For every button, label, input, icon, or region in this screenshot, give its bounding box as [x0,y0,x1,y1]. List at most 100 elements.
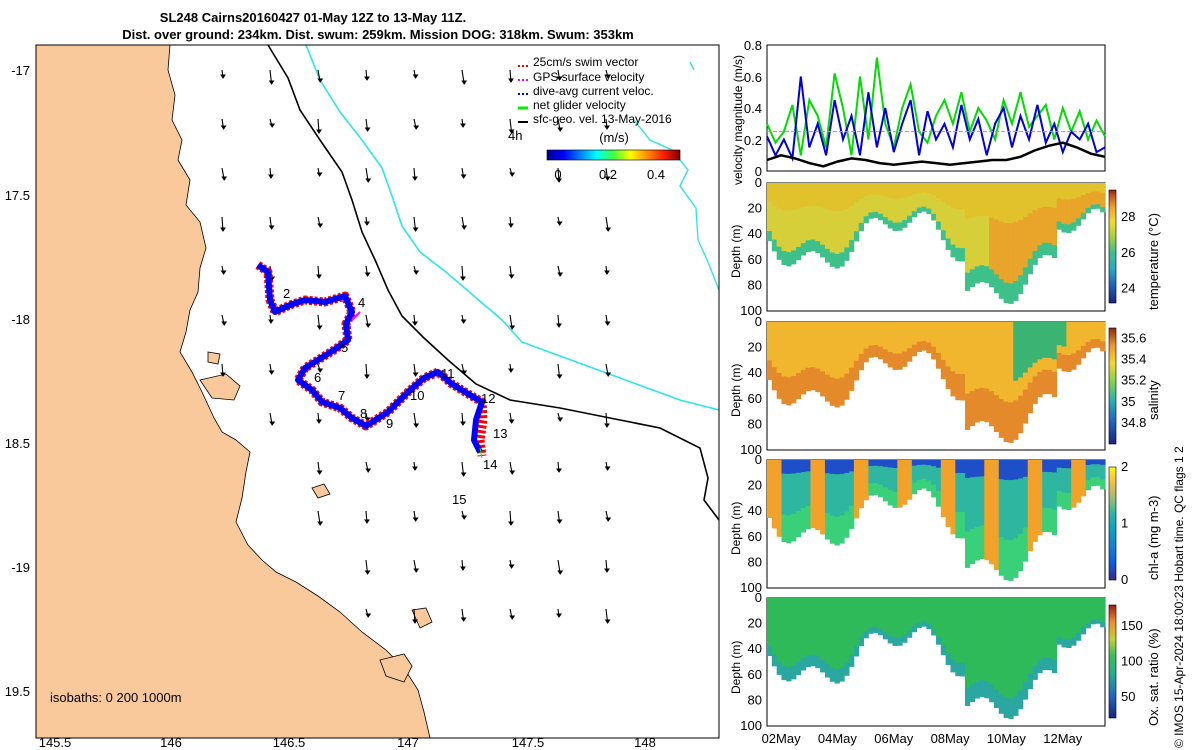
profile-cell [945,355,951,367]
profile-cell [1027,535,1033,552]
profile-cell [776,610,782,624]
profile-cell [1095,199,1101,205]
profile-cell [776,183,782,197]
profile-cell [993,183,1000,202]
profile-cell [907,604,913,612]
map-y-tick: 17.5 [5,188,30,203]
profile-cell [882,349,889,357]
profile-cell [945,227,951,239]
profile-cell [926,613,932,619]
profile-cell [916,326,922,333]
profile-cell [1076,474,1082,482]
profile-cell [969,322,976,340]
profile-cell [882,487,889,495]
depth-tick: 80 [748,277,762,292]
flow-arrow-head [604,619,611,624]
profile-cell [926,623,932,630]
profile-cell [786,487,792,502]
profile-cell [878,478,884,485]
colorbar-tick: 35.2 [1121,373,1146,388]
flow-arrow-head [508,419,515,424]
profile-cell [964,411,971,430]
profile-cell [1051,220,1058,234]
profile-cell [916,183,922,189]
profile-cell [1071,183,1077,192]
profile-cell [911,471,918,478]
profile-cell [1095,343,1101,348]
day-label-6: 6 [314,370,321,385]
profile-cell [844,373,850,387]
profile-cell [795,460,802,474]
profile-cell [786,515,792,530]
profile-cell [810,228,816,240]
profile-cell [998,694,1004,714]
profile-cell [786,252,792,267]
profile-cell [960,361,966,375]
profile-cell [1037,245,1043,259]
profile-cell [926,208,932,215]
profile-cell [820,647,826,661]
profile-cell [815,460,821,473]
profile-cell [873,188,879,195]
profile-cell [969,477,976,495]
profile-cell [892,353,898,363]
profile-cell [791,598,797,612]
profile-cell [863,466,869,474]
profile-cell [921,340,927,346]
profile-cell [767,469,773,480]
profile-cell [1003,401,1009,423]
profile-cell [926,198,932,204]
profile-cell [960,663,966,677]
profile-cell [781,638,787,653]
profile-cell [1032,665,1038,680]
profile-cell [974,322,980,340]
flow-arrow-head [364,76,370,81]
profile-cell [1037,183,1043,196]
profile-cell [839,238,845,253]
profile-cell [1051,384,1058,398]
profile-cell [926,480,932,486]
legend-label: dive-avg current veloc. [533,84,654,98]
profile-cell [926,342,932,348]
profile-cell [921,616,927,622]
profile-cell [1066,468,1072,477]
colorbar-tick: 34.8 [1121,415,1146,430]
day-label-14: 14 [483,457,497,472]
profile-cell [916,197,922,204]
profile-cell [815,471,821,484]
profile-cell [998,240,1004,261]
profile-cell [829,224,835,239]
profile-cell [911,488,918,495]
profile-cell [844,485,850,500]
depth-ylabel: Depth (m) [729,225,743,278]
profile-cell [839,349,845,364]
flow-arrow-head [460,174,467,179]
profile-cell [829,349,835,365]
profile-cell [1095,472,1101,478]
profile-cell [1037,647,1043,661]
profile-cell [1100,207,1106,213]
profile-cell [810,205,816,218]
profile-cell [907,328,913,336]
flow-arrow-head [221,176,228,181]
profile-cell [1071,460,1077,469]
profile-cell [1027,490,1033,506]
profile-cell [989,632,995,651]
profile-cell [1090,610,1096,616]
profile-cell [921,460,927,466]
profile-cell [858,183,864,192]
profile-cell [907,460,913,467]
profile-cell [1061,362,1067,372]
profile-cell [767,221,773,232]
profile-cell [1100,341,1106,347]
profile-cell [868,206,874,213]
profile-cell [931,472,937,479]
profile-cell [940,340,947,351]
profile-cell [839,391,845,406]
profile-cell [979,338,985,356]
velocity-series-0 [766,57,1106,156]
flow-arrow-head [556,76,563,81]
profile-cell [1037,232,1043,246]
profile-cell [969,667,976,685]
